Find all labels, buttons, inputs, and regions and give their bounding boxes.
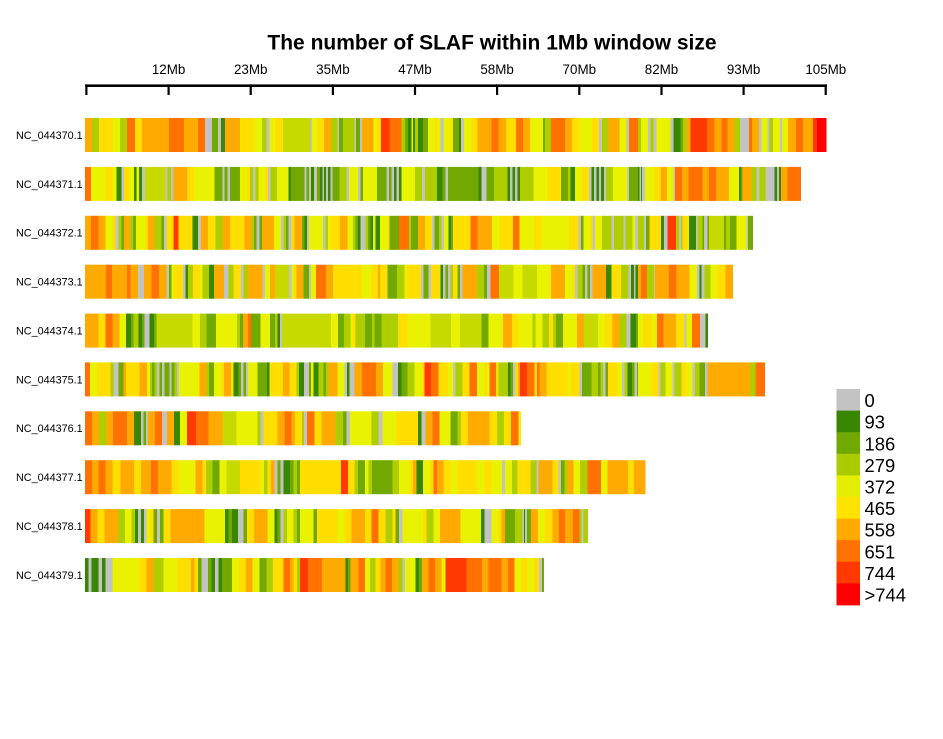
svg-text:105Mb: 105Mb — [805, 62, 846, 77]
svg-text:279: 279 — [865, 455, 896, 476]
svg-text:The number of SLAF within 1Mb: The number of SLAF within 1Mb window siz… — [267, 32, 716, 55]
svg-text:70Mb: 70Mb — [563, 62, 597, 77]
svg-text:0: 0 — [865, 390, 875, 411]
svg-text:93Mb: 93Mb — [727, 62, 761, 77]
svg-text:NC_044378.1: NC_044378.1 — [16, 521, 83, 533]
svg-text:82Mb: 82Mb — [645, 62, 679, 77]
svg-text:NC_044374.1: NC_044374.1 — [16, 326, 83, 338]
svg-text:558: 558 — [865, 520, 896, 541]
svg-text:651: 651 — [865, 541, 896, 562]
svg-text:NC_044377.1: NC_044377.1 — [16, 472, 83, 484]
svg-text:NC_044371.1: NC_044371.1 — [16, 179, 83, 191]
svg-text:47Mb: 47Mb — [398, 62, 432, 77]
svg-text:23Mb: 23Mb — [234, 62, 268, 77]
svg-text:186: 186 — [865, 433, 896, 454]
svg-text:465: 465 — [865, 498, 896, 519]
svg-text:NC_044376.1: NC_044376.1 — [16, 423, 83, 435]
svg-text:NC_044372.1: NC_044372.1 — [16, 228, 83, 240]
svg-text:12Mb: 12Mb — [152, 62, 186, 77]
svg-text:58Mb: 58Mb — [480, 62, 514, 77]
svg-text:NC_044375.1: NC_044375.1 — [16, 374, 83, 386]
svg-text:35Mb: 35Mb — [316, 62, 350, 77]
svg-text:>744: >744 — [865, 585, 906, 606]
svg-text:NC_044370.1: NC_044370.1 — [16, 130, 83, 142]
svg-text:NC_044373.1: NC_044373.1 — [16, 277, 83, 289]
svg-text:93: 93 — [865, 412, 885, 433]
svg-text:NC_044379.1: NC_044379.1 — [16, 570, 83, 582]
svg-text:744: 744 — [865, 563, 896, 584]
svg-text:372: 372 — [865, 477, 896, 498]
